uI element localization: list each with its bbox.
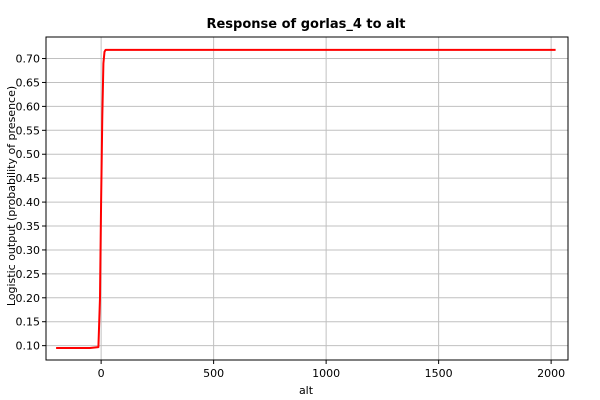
- y-tick-label: 0.45: [16, 172, 41, 185]
- x-axis-label: alt: [299, 384, 314, 397]
- x-tick-label: 500: [203, 367, 224, 380]
- y-axis-label: Logistic output (probability of presence…: [5, 86, 18, 306]
- x-tick-label: 0: [98, 367, 105, 380]
- x-tick-label: 1500: [425, 367, 453, 380]
- y-tick-label: 0.55: [16, 124, 41, 137]
- y-tick-label: 0.65: [16, 76, 41, 89]
- y-tick-label: 0.35: [16, 220, 41, 233]
- x-axis: 0 500 1000 1500 2000: [98, 360, 565, 380]
- y-tick-label: 0.10: [16, 340, 41, 353]
- series-group: [56, 48, 556, 349]
- chart-title: Response of gorlas_4 to alt: [206, 17, 405, 32]
- grid: [46, 37, 568, 360]
- y-tick-label: 0.70: [16, 53, 41, 66]
- response-curve: [56, 48, 556, 349]
- y-tick-label: 0.50: [16, 148, 41, 161]
- x-tick-label: 2000: [537, 367, 565, 380]
- y-tick-label: 0.30: [16, 244, 41, 257]
- y-tick-label: 0.25: [16, 268, 41, 281]
- y-axis: 0.10 0.15 0.20 0.25 0.30 0.35 0.40 0.45 0.50 0.55…: [16, 53, 46, 353]
- y-tick-label: 0.40: [16, 196, 41, 209]
- plot-area: [45, 36, 569, 361]
- x-tick-label: 1000: [312, 367, 340, 380]
- y-tick-label: 0.60: [16, 100, 41, 113]
- y-tick-label: 0.15: [16, 316, 41, 329]
- y-tick-label: 0.20: [16, 292, 41, 305]
